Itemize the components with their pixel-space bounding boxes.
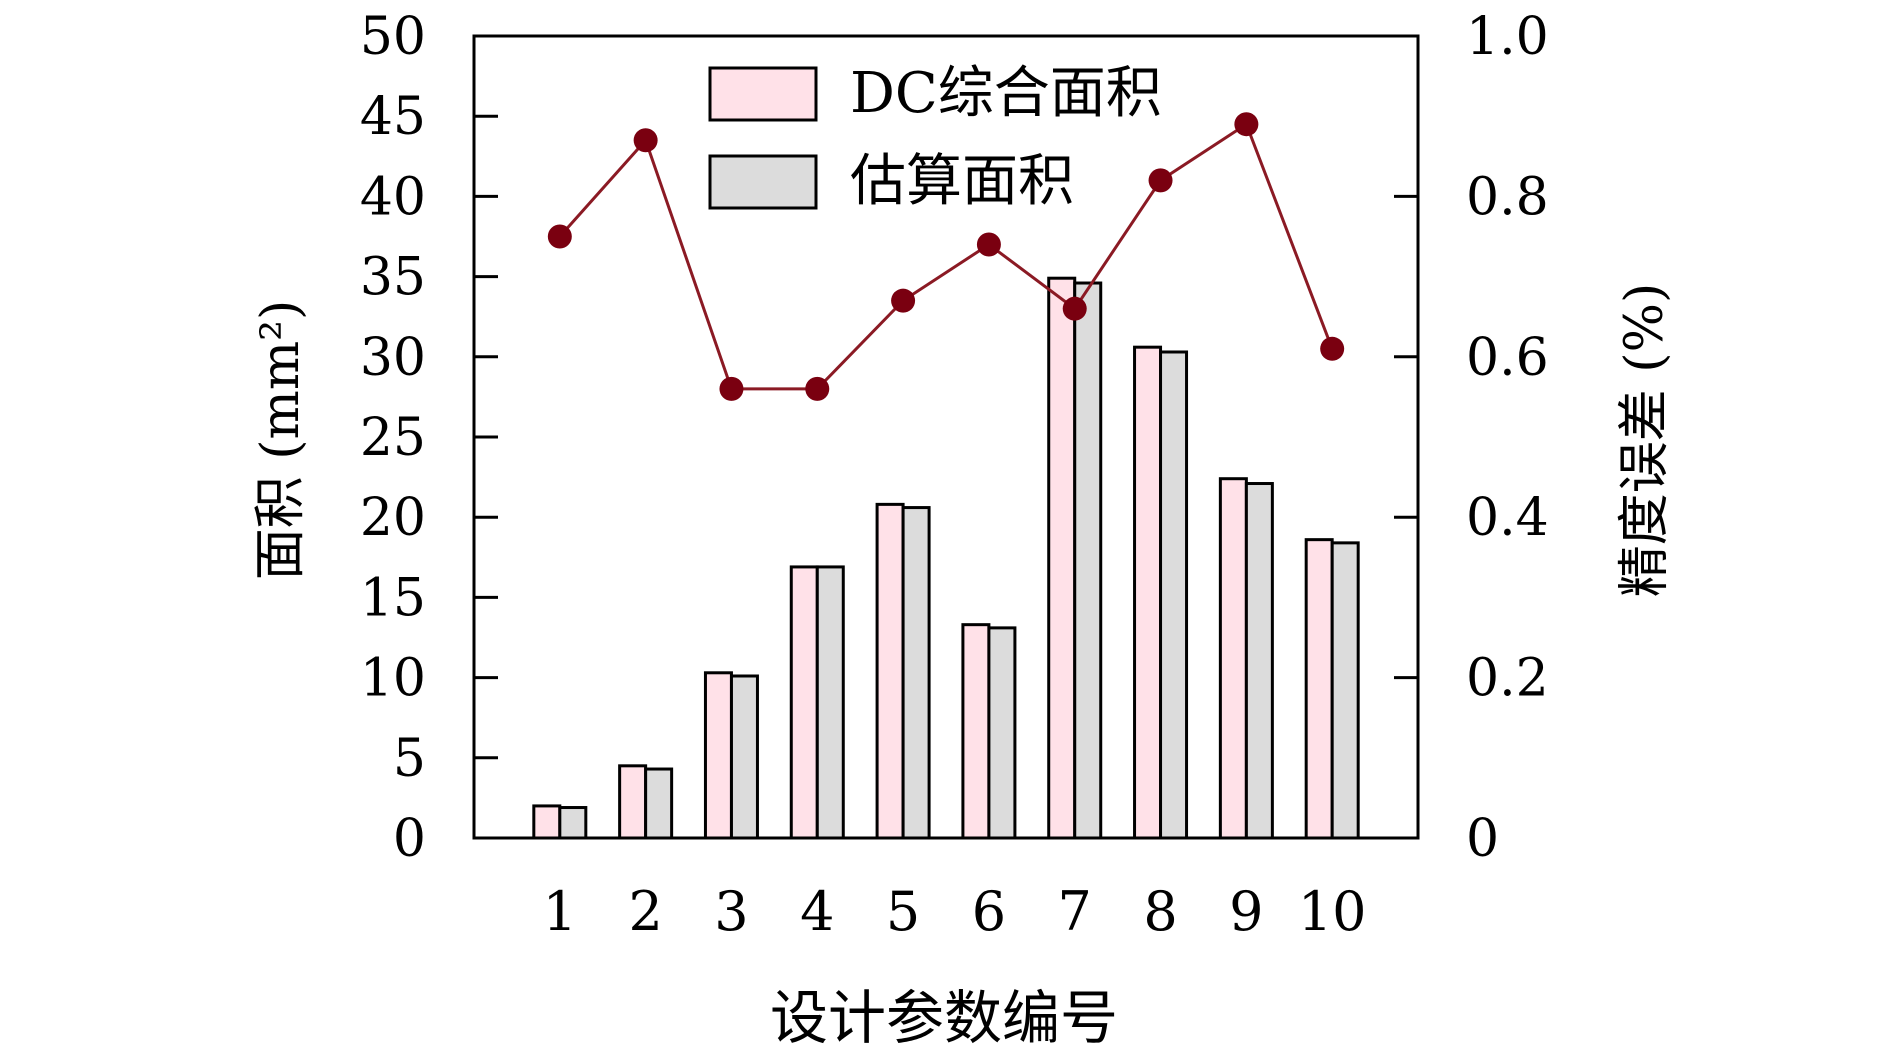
x-tick-label: 10 (1298, 880, 1367, 943)
bar-estimated-area-7 (1073, 281, 1103, 840)
legend-swatch-estimated-area (708, 154, 818, 210)
bar-estimated-area-2 (644, 767, 674, 840)
bar-dc-area-8 (1133, 345, 1163, 840)
x-tick-label: 1 (543, 880, 577, 943)
y-right-tick-label: 0.8 (1466, 167, 1549, 227)
bar-dc-area-9 (1218, 477, 1248, 840)
y-left-tick-label: 5 (393, 729, 426, 789)
y-left-tick-label: 25 (360, 408, 426, 468)
bar-dc-area-5 (875, 502, 905, 840)
x-tick-label: 6 (972, 880, 1006, 943)
error-point-9 (1234, 112, 1259, 137)
y-right-tick-label: 1.0 (1466, 7, 1549, 67)
error-point-7 (1062, 296, 1087, 321)
error-point-3 (719, 376, 744, 401)
x-tick-label: 5 (886, 880, 920, 943)
bar-dc-area-3 (703, 671, 733, 840)
error-point-4 (805, 376, 830, 401)
y-left-tick-label: 50 (360, 7, 426, 67)
bar-dc-area-4 (789, 565, 819, 840)
error-line-layer (547, 112, 1345, 401)
legend: DC综合面积 估算面积 (708, 61, 1162, 214)
bar-estimated-area-9 (1244, 482, 1274, 840)
bar-estimated-area-3 (729, 674, 759, 840)
bar-estimated-area-5 (901, 506, 931, 840)
error-point-5 (891, 288, 916, 313)
x-tick-label: 8 (1143, 880, 1177, 943)
bar-dc-area-2 (618, 764, 648, 840)
y-left-tick-label: 15 (360, 568, 426, 628)
x-tick-label: 3 (714, 880, 748, 943)
y-left-tick-label: 10 (360, 649, 426, 709)
y-left-tick-label: 20 (360, 488, 426, 548)
x-tick-label: 4 (800, 880, 834, 943)
error-point-2 (633, 128, 658, 153)
legend-label-estimated-area: 估算面积 (850, 149, 1074, 214)
bar-dc-area-6 (961, 623, 991, 840)
y-left-tick-label: 40 (360, 167, 426, 227)
error-point-10 (1320, 336, 1345, 361)
x-tick-label: 2 (628, 880, 662, 943)
legend-swatch-dc-area (708, 66, 818, 122)
error-point-8 (1148, 168, 1173, 193)
y-axis-right-title: 精度误差 (%) (1615, 283, 1675, 598)
bar-estimated-area-4 (815, 565, 845, 840)
y-axis-left-title: 面积 (mm²) (251, 300, 311, 581)
error-point-6 (976, 232, 1001, 257)
bar-estimated-area-10 (1330, 541, 1360, 840)
error-point-1 (547, 224, 572, 249)
bar-estimated-area-1 (558, 806, 588, 840)
y-left-tick-label: 45 (360, 87, 426, 147)
x-tick-label: 9 (1229, 880, 1263, 943)
bar-dc-area-7 (1047, 276, 1077, 840)
bar-dc-area-1 (532, 804, 562, 840)
legend-label-dc-area: DC综合面积 (850, 61, 1162, 126)
y-right-tick-label: 0.6 (1466, 328, 1549, 388)
error-line (558, 121, 1334, 391)
y-right-tick-label: 0 (1466, 809, 1499, 869)
bar-estimated-area-6 (987, 626, 1017, 840)
y-right-tick-label: 0.4 (1466, 488, 1549, 548)
y-left-tick-label: 30 (360, 328, 426, 388)
bar-dc-area-10 (1304, 538, 1334, 840)
y-left-tick-label: 0 (393, 809, 426, 869)
bar-estimated-area-8 (1159, 350, 1189, 840)
y-right-tick-label: 0.2 (1466, 649, 1549, 709)
y-left-tick-label: 35 (360, 248, 426, 308)
x-axis-title: 设计参数编号 (770, 984, 1118, 1050)
x-tick-label: 7 (1058, 880, 1092, 943)
bars-layer (532, 276, 1360, 840)
